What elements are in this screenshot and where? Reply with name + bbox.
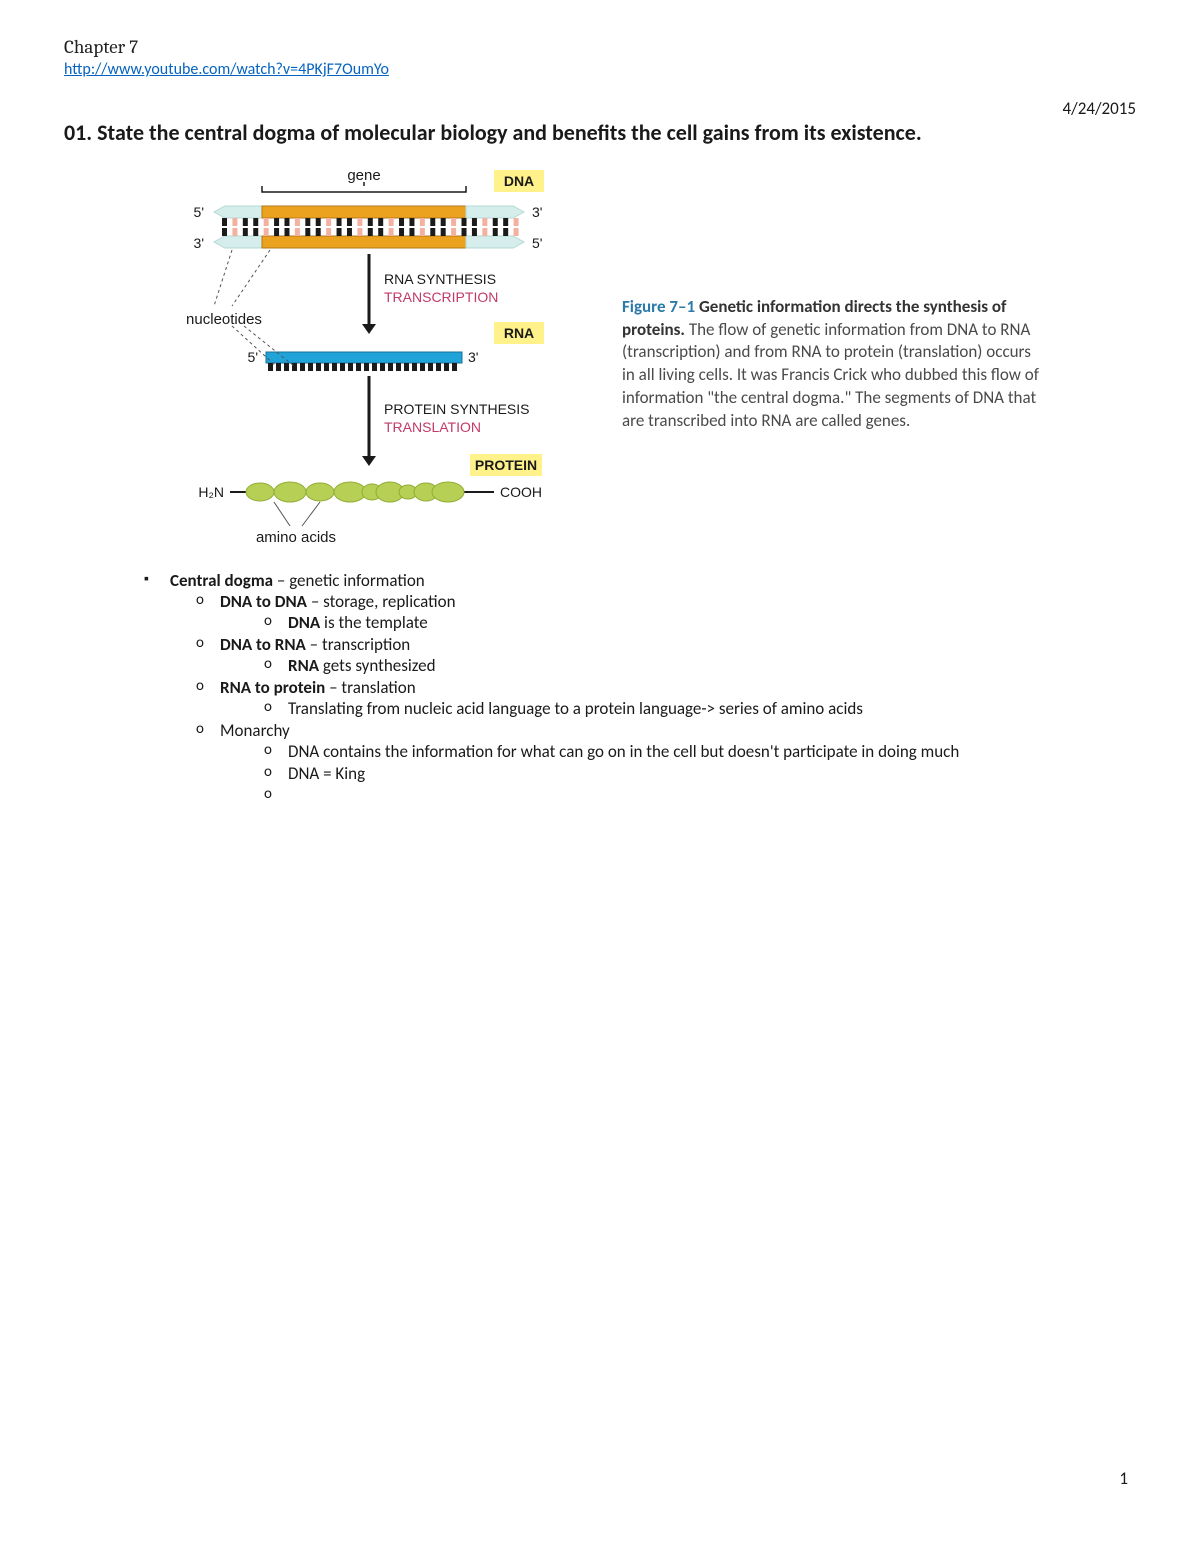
chapter-label: Chapter 7 <box>64 36 1136 58</box>
notes-list: Central dogma – genetic information DNA … <box>144 570 1136 784</box>
svg-text:RNA SYNTHESIS: RNA SYNTHESIS <box>384 271 496 287</box>
svg-text:COOH: COOH <box>500 484 542 500</box>
central-dogma-figure: gene DNA 5' 3' 3' 5' nucleotides RNA SYNTHESIS T… <box>174 166 594 556</box>
svg-text:H₂N: H₂N <box>198 484 224 500</box>
youtube-link[interactable]: http://www.youtube.com/watch?v=4PKjF7Oum… <box>64 60 389 79</box>
note-subitem: DNA is the template <box>264 612 1136 633</box>
svg-text:PROTEIN SYNTHESIS: PROTEIN SYNTHESIS <box>384 401 529 417</box>
svg-text:PROTEIN: PROTEIN <box>475 457 537 473</box>
figure-row: gene DNA 5' 3' 3' 5' nucleotides RNA SYNTHESIS T… <box>174 166 1136 556</box>
svg-text:amino acids: amino acids <box>256 529 336 546</box>
svg-text:3': 3' <box>532 204 542 220</box>
note-subitem: Translating from nucleic acid language t… <box>264 698 1136 719</box>
svg-text:TRANSLATION: TRANSLATION <box>384 419 481 435</box>
figure-number: Figure 7–1 <box>622 296 695 317</box>
page-header: Chapter 7 http://www.youtube.com/watch?v… <box>64 36 1136 79</box>
note-central-dogma: Central dogma – genetic information DNA … <box>144 570 1136 784</box>
svg-text:RNA: RNA <box>504 325 534 341</box>
page-number: 1 <box>1119 1468 1128 1489</box>
note-subitem: DNA contains the information for what ca… <box>264 741 1136 762</box>
svg-text:gene: gene <box>347 167 380 184</box>
svg-text:5': 5' <box>248 349 258 365</box>
note-item: DNA to RNA – transcriptionRNA gets synth… <box>196 634 1136 676</box>
note-subitem: DNA = King <box>264 763 1136 784</box>
figure-caption-body: The flow of genetic information from DNA… <box>622 319 1039 432</box>
note-subitem: RNA gets synthesized <box>264 655 1136 676</box>
note-item: RNA to protein – translationTranslating … <box>196 677 1136 719</box>
svg-text:DNA: DNA <box>504 173 534 189</box>
svg-text:3': 3' <box>468 349 478 365</box>
svg-text:nucleotides: nucleotides <box>186 311 262 328</box>
note-item: MonarchyDNA contains the information for… <box>196 720 1136 784</box>
page-date: 4/24/2015 <box>1063 98 1136 119</box>
note-item: DNA to DNA – storage, replicationDNA is … <box>196 591 1136 633</box>
svg-text:TRANSCRIPTION: TRANSCRIPTION <box>384 289 498 305</box>
svg-text:3': 3' <box>194 235 204 251</box>
svg-text:5': 5' <box>194 204 204 220</box>
figure-caption: Figure 7–1 Genetic information directs t… <box>622 296 1042 434</box>
svg-text:5': 5' <box>532 235 542 251</box>
question-title: 01. State the central dogma of molecular… <box>64 119 1084 148</box>
